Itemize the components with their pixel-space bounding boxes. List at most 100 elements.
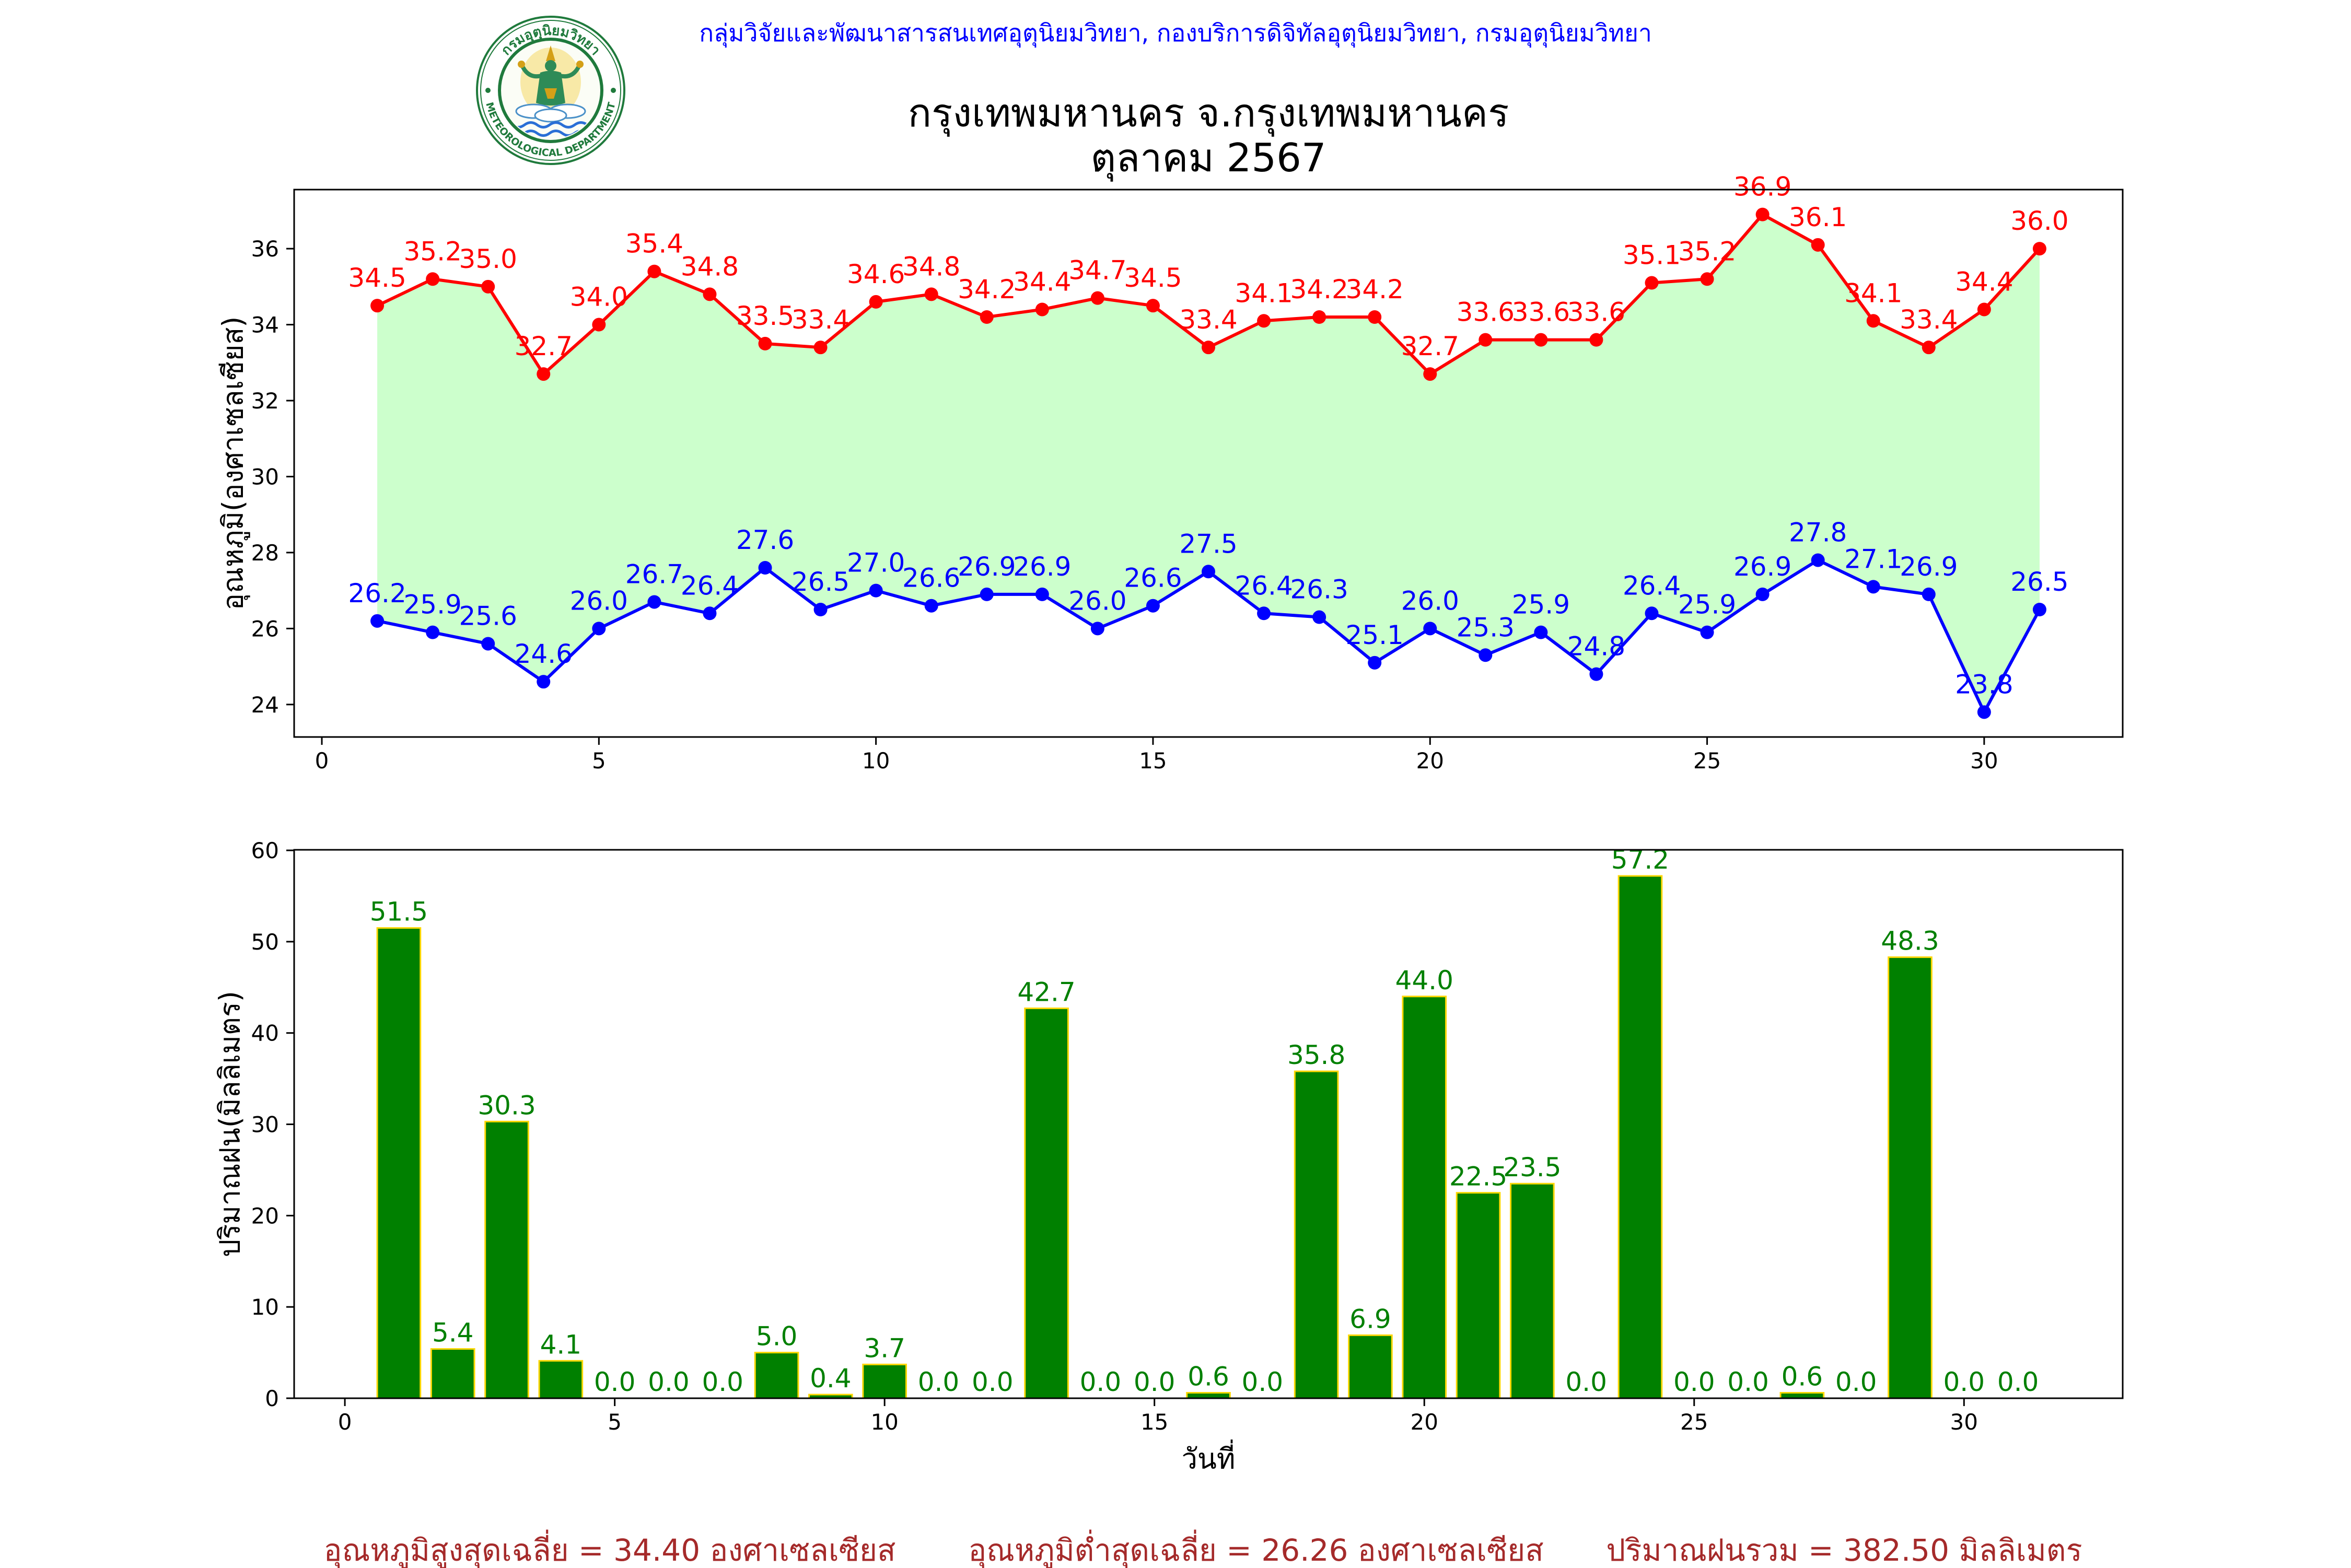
- max-temperature-label: 34.4: [1955, 266, 2013, 297]
- y-tick-label: 30: [251, 464, 279, 489]
- min-temperature-point: [1645, 606, 1659, 621]
- x-tick-label: 0: [338, 1409, 352, 1435]
- min-temperature-label: 25.9: [403, 590, 461, 620]
- max-temperature-point: [1645, 276, 1659, 290]
- x-tick-label: 15: [1140, 1409, 1168, 1435]
- rain-bar: [1186, 1392, 1231, 1399]
- rain-label: 48.3: [1881, 926, 1939, 956]
- max-temperature-point: [1589, 333, 1603, 347]
- min-temperature-point: [1090, 622, 1104, 636]
- min-temperature-label: 26.3: [1290, 575, 1348, 605]
- logo-inner-ring: [480, 20, 621, 161]
- y-tick-label: 0: [265, 1386, 279, 1411]
- x-tick-label: 30: [1970, 748, 1998, 774]
- rain-label: 0.6: [1782, 1362, 1823, 1392]
- min-temperature-point: [1866, 580, 1880, 594]
- min-temperature-label: 26.0: [1401, 586, 1459, 616]
- min-temperature-point: [1202, 565, 1215, 579]
- rain-bar: [1348, 1334, 1393, 1399]
- x-tick-label: 5: [592, 748, 606, 774]
- min-temperature-label: 26.2: [348, 578, 406, 609]
- max-temperature-label: 36.0: [2010, 206, 2068, 236]
- max-temperature-label: 34.4: [1013, 266, 1071, 297]
- min-temperature-point: [1312, 610, 1326, 624]
- x-tick-label: 15: [1139, 748, 1167, 774]
- y-tick-label: 30: [251, 1112, 279, 1138]
- min-temperature-point: [537, 675, 551, 689]
- y-tick-label: 26: [251, 616, 279, 641]
- max-temperature-label: 35.2: [1678, 236, 1736, 266]
- max-temperature-point: [426, 272, 440, 286]
- max-temperature-point: [980, 310, 994, 324]
- meteorological-department-logo: กรมอุตุนิยมวิทยา METEOROLOGICAL DEPARTME…: [475, 15, 626, 166]
- min-temperature-point: [647, 595, 661, 609]
- min-temperature-point: [813, 603, 828, 616]
- min-temperature-point: [370, 614, 385, 628]
- max-temperature-label: 34.6: [847, 259, 905, 289]
- min-temperature-point: [1589, 667, 1603, 681]
- min-temperature-label: 26.6: [1124, 563, 1182, 593]
- rain-bar: [1888, 956, 1933, 1399]
- min-temperature-label: 26.0: [1068, 586, 1126, 616]
- min-temperature-label: 25.6: [459, 601, 517, 631]
- rain-label: 0.0: [972, 1367, 1014, 1397]
- max-temperature-label: 33.6: [1457, 297, 1515, 327]
- max-temperature-label: 34.5: [348, 263, 406, 293]
- x-tick-label: 10: [870, 1409, 898, 1435]
- min-temperature-label: 27.1: [1844, 544, 1902, 574]
- min-temperature-label: 27.0: [847, 548, 905, 578]
- min-temperature-point: [426, 625, 440, 639]
- rain-label: 0.0: [1997, 1367, 2039, 1397]
- temperature-axes-frame: [293, 189, 2124, 738]
- max-temperature-point: [1479, 333, 1493, 347]
- rain-bar: [1617, 875, 1663, 1399]
- max-temperature-point: [1534, 333, 1548, 347]
- x-tick-label: 5: [608, 1409, 622, 1435]
- total-rainfall-text: ปริมาณฝนรวม = 382.50 มิลลิเมตร: [1606, 1532, 2082, 1568]
- rain-label: 42.7: [1017, 977, 1075, 1007]
- avg-max-temperature-text: อุณหภูมิสูงสุดเฉลี่ย = 34.40 องศาเซลเซีย…: [323, 1532, 896, 1568]
- min-temperature-label: 27.8: [1789, 517, 1847, 547]
- max-temperature-point: [370, 299, 385, 313]
- y-tick-label: 60: [251, 838, 279, 863]
- x-tick-label: 20: [1416, 748, 1444, 774]
- rain-label: 0.0: [918, 1367, 960, 1397]
- rain-label: 0.0: [1242, 1367, 1284, 1397]
- rain-label: 0.0: [1943, 1367, 1985, 1397]
- min-temperature-point: [1423, 622, 1437, 636]
- min-temperature-point: [1811, 553, 1825, 567]
- rain-bar: [1402, 996, 1447, 1399]
- min-temperature-point: [1035, 587, 1049, 601]
- max-temperature-label: 34.8: [681, 251, 739, 282]
- max-temperature-label: 35.4: [625, 229, 683, 259]
- min-temperature-point: [1755, 587, 1770, 601]
- rain-label: 0.0: [648, 1367, 690, 1397]
- rain-label: 3.7: [864, 1333, 905, 1363]
- rain-label: 23.5: [1503, 1152, 1561, 1183]
- min-temperature-label: 27.5: [1179, 529, 1237, 559]
- max-temperature-point: [1202, 341, 1215, 355]
- rain-label: 30.3: [478, 1090, 536, 1120]
- rain-label: 0.0: [702, 1367, 743, 1397]
- max-temperature-label: 33.6: [1512, 297, 1570, 327]
- min-temperature-point: [1922, 587, 1936, 601]
- max-temperature-label: 33.4: [792, 305, 849, 335]
- rain-bar: [1510, 1183, 1555, 1399]
- max-temperature-label: 34.0: [570, 282, 628, 312]
- min-temperature-label: 25.9: [1512, 590, 1570, 620]
- min-temperature-label: 25.9: [1678, 590, 1736, 620]
- min-temperature-point: [869, 583, 883, 598]
- x-tick-label: 30: [1950, 1409, 1978, 1435]
- max-temperature-point: [1035, 302, 1049, 317]
- max-temperature-label: 33.6: [1567, 297, 1625, 327]
- max-temperature-point: [1700, 272, 1714, 286]
- x-tick-label: 25: [1693, 748, 1721, 774]
- max-temperature-point: [2032, 242, 2046, 256]
- rain-label: 0.0: [1565, 1367, 1607, 1397]
- rainfall-axis-label: ปริมาณฝน(มิลลิเมตร): [214, 991, 247, 1257]
- max-temperature-point: [1312, 310, 1326, 324]
- min-temperature-label: 26.9: [958, 552, 1016, 582]
- min-temperature-label: 26.5: [792, 567, 849, 597]
- rain-label: 4.1: [540, 1329, 582, 1360]
